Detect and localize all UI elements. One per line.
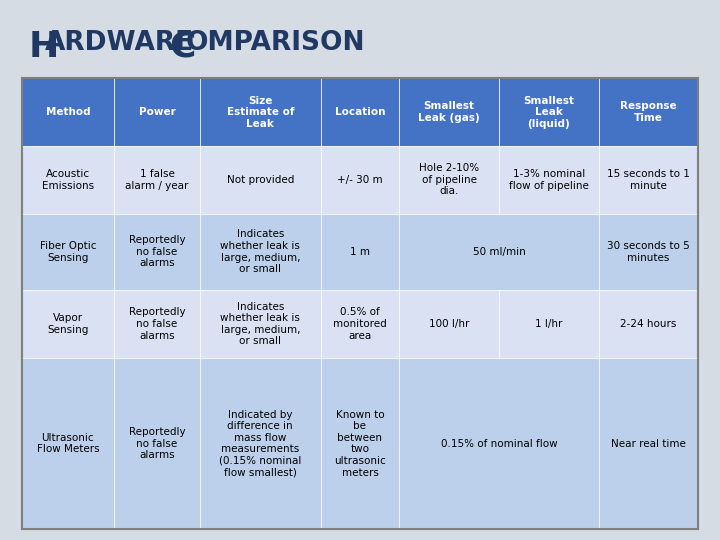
Bar bbox=[114, 213, 199, 290]
Text: Location: Location bbox=[335, 107, 385, 117]
Text: +/- 30 m: +/- 30 m bbox=[337, 175, 383, 185]
Text: 1 m: 1 m bbox=[350, 247, 370, 257]
Bar bbox=[22, 78, 698, 529]
Bar bbox=[22, 78, 114, 146]
Text: Acoustic
Emissions: Acoustic Emissions bbox=[42, 169, 94, 191]
Text: 15 seconds to 1
minute: 15 seconds to 1 minute bbox=[607, 169, 690, 191]
Text: Indicates
whether leak is
large, medium,
or small: Indicates whether leak is large, medium,… bbox=[220, 230, 300, 274]
Bar bbox=[399, 213, 598, 290]
Text: 2-24 hours: 2-24 hours bbox=[621, 319, 677, 329]
Bar bbox=[321, 78, 399, 146]
Bar bbox=[399, 358, 598, 529]
Bar bbox=[499, 78, 598, 146]
Text: Known to
be
between
two
ultrasonic
meters: Known to be between two ultrasonic meter… bbox=[334, 409, 386, 477]
Bar bbox=[598, 78, 698, 146]
Bar bbox=[22, 146, 114, 213]
Bar bbox=[499, 290, 598, 358]
Bar bbox=[114, 146, 199, 213]
Bar bbox=[199, 146, 321, 213]
Text: Vapor
Sensing: Vapor Sensing bbox=[48, 313, 89, 335]
Text: 50 ml/min: 50 ml/min bbox=[472, 247, 526, 257]
Text: Fiber Optic
Sensing: Fiber Optic Sensing bbox=[40, 241, 96, 262]
Bar bbox=[114, 78, 199, 146]
Text: 100 l/hr: 100 l/hr bbox=[429, 319, 469, 329]
Text: OMPARISON: OMPARISON bbox=[186, 30, 365, 56]
Bar bbox=[598, 146, 698, 213]
Text: Not provided: Not provided bbox=[227, 175, 294, 185]
Text: Indicated by
difference in
mass flow
measurements
(0.15% nominal
flow smallest): Indicated by difference in mass flow mea… bbox=[219, 409, 302, 477]
Bar bbox=[114, 290, 199, 358]
Bar bbox=[598, 213, 698, 290]
Text: 1 l/hr: 1 l/hr bbox=[535, 319, 562, 329]
Bar bbox=[114, 358, 199, 529]
Text: Hole 2-10%
of pipeline
dia.: Hole 2-10% of pipeline dia. bbox=[419, 163, 479, 197]
Text: ARDWARE: ARDWARE bbox=[45, 30, 194, 56]
Bar bbox=[598, 290, 698, 358]
Bar bbox=[199, 358, 321, 529]
Bar bbox=[321, 213, 399, 290]
Bar bbox=[199, 78, 321, 146]
Text: 1 false
alarm / year: 1 false alarm / year bbox=[125, 169, 189, 191]
Text: Ultrasonic
Flow Meters: Ultrasonic Flow Meters bbox=[37, 433, 99, 454]
Text: Smallest
Leak
(liquid): Smallest Leak (liquid) bbox=[523, 96, 575, 129]
Text: C: C bbox=[169, 30, 196, 64]
Bar bbox=[22, 213, 114, 290]
Text: Smallest
Leak (gas): Smallest Leak (gas) bbox=[418, 102, 480, 123]
Bar bbox=[321, 358, 399, 529]
Text: Reportedly
no false
alarms: Reportedly no false alarms bbox=[129, 427, 185, 460]
Text: Reportedly
no false
alarms: Reportedly no false alarms bbox=[129, 235, 185, 268]
Text: 30 seconds to 5
minutes: 30 seconds to 5 minutes bbox=[607, 241, 690, 262]
Bar bbox=[199, 290, 321, 358]
Bar bbox=[321, 146, 399, 213]
Bar bbox=[22, 358, 114, 529]
Text: H: H bbox=[29, 30, 59, 64]
Bar bbox=[598, 358, 698, 529]
Text: 1-3% nominal
flow of pipeline: 1-3% nominal flow of pipeline bbox=[509, 169, 589, 191]
Text: Response
Time: Response Time bbox=[620, 102, 677, 123]
Bar bbox=[399, 290, 499, 358]
Text: Indicates
whether leak is
large, medium,
or small: Indicates whether leak is large, medium,… bbox=[220, 302, 300, 347]
Bar bbox=[499, 146, 598, 213]
Bar bbox=[199, 213, 321, 290]
Text: Power: Power bbox=[138, 107, 176, 117]
Text: 0.15% of nominal flow: 0.15% of nominal flow bbox=[441, 438, 557, 449]
Bar bbox=[321, 290, 399, 358]
Text: Method: Method bbox=[45, 107, 90, 117]
Bar bbox=[399, 146, 499, 213]
Bar bbox=[22, 290, 114, 358]
Text: 0.5% of
monitored
area: 0.5% of monitored area bbox=[333, 307, 387, 341]
Text: Reportedly
no false
alarms: Reportedly no false alarms bbox=[129, 307, 185, 341]
Text: Near real time: Near real time bbox=[611, 438, 686, 449]
Bar bbox=[399, 78, 499, 146]
Text: Size
Estimate of
Leak: Size Estimate of Leak bbox=[227, 96, 294, 129]
